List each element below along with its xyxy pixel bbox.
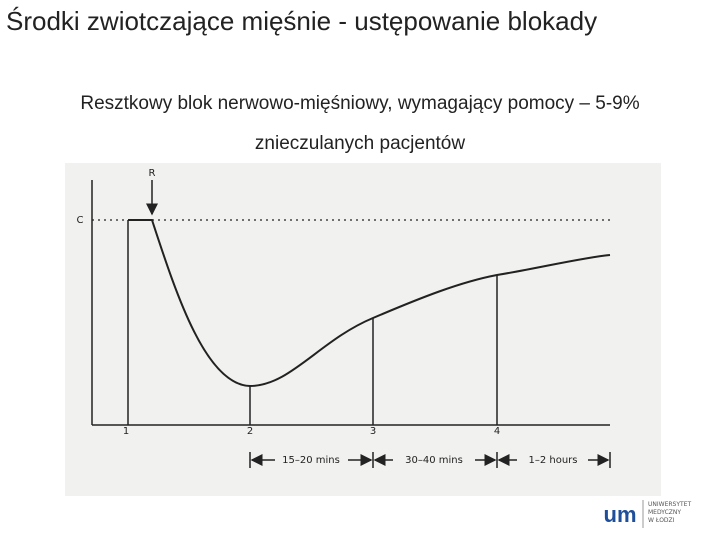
control-label: C xyxy=(77,215,84,226)
figure-background xyxy=(65,163,661,496)
point-label: 2 xyxy=(247,426,253,437)
interval-label: 30–40 mins xyxy=(405,455,463,466)
logo-text: MEDYCZNY xyxy=(648,509,681,516)
point-label: 3 xyxy=(370,426,376,437)
logo-mark: um xyxy=(604,502,637,527)
logo-text: UNIWERSYTET xyxy=(648,501,691,508)
interval-label: 1–2 hours xyxy=(528,455,577,466)
reversal-label: R xyxy=(149,168,156,179)
slide-title: Środki zwiotczające mięśnie - ustępowani… xyxy=(6,6,598,36)
point-label: 1 xyxy=(123,426,129,437)
point-label: 4 xyxy=(494,426,500,437)
recovery-curve xyxy=(128,219,611,388)
interval-label: 15–20 mins xyxy=(282,455,340,466)
logo-text: W ŁODZI xyxy=(648,517,675,524)
slide-subtitle: Resztkowy blok nerwowo-mięśniowy, wymaga… xyxy=(80,93,640,154)
